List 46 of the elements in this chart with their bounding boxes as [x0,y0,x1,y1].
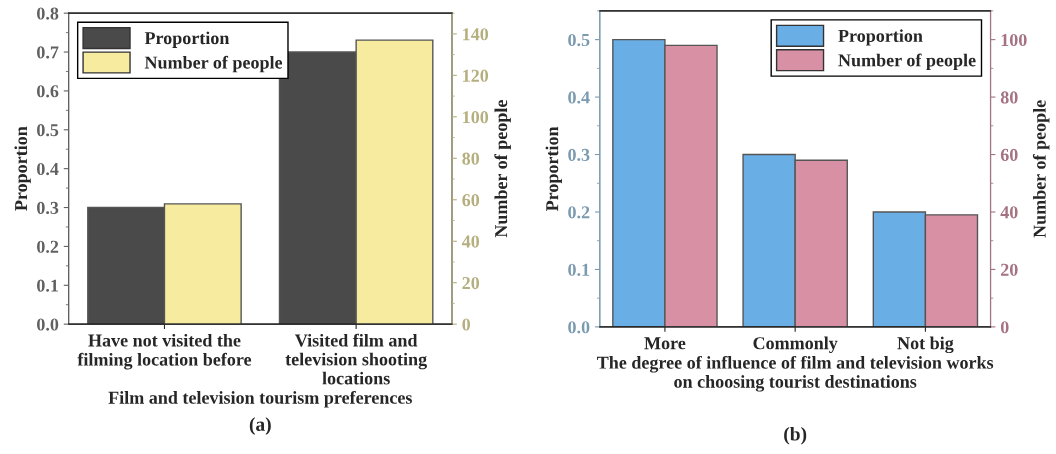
y2-axis-title: Number of people [1032,100,1050,238]
y-tick-label: 0.1 [37,279,58,292]
y2-tick-label: 0 [462,318,471,331]
y2-tick-label: 20 [1001,263,1018,276]
y2-tick-label: 140 [463,28,489,41]
y-axis-title: Proportion [545,126,562,212]
legend-label: Proportion [838,29,923,46]
y-tick-label: 0.3 [568,148,590,162]
y-tick-label: 0.2 [568,206,590,219]
y-tick-label: 0.5 [568,33,590,47]
y2-tick-label: 0 [1000,321,1009,334]
x-axis-title: The degree of influence of film and television works on choosing tourist destinations [597,355,994,392]
text: (b) [784,426,807,445]
y-tick-label: 0.7 [37,46,59,59]
y2-tick-label: 20 [462,276,480,290]
y-tick-label: 0.3 [37,201,59,215]
y2-axis-title: Number of people [494,100,511,238]
y-tick-label: 0.6 [37,85,59,98]
x-tick-label: Commonly [753,336,838,354]
y-tick-label: 0.4 [568,91,590,104]
y-axis-title: Proportion [14,126,31,211]
y2-tick-label: 120 [463,69,489,82]
x-tick-label: Visited film and television shooting locations [285,333,427,385]
legend-label: Number of people [144,55,283,73]
y-tick-label: 0.2 [37,240,59,253]
y-tick-label: 0.1 [568,263,590,276]
y-tick-label: 0.4 [37,162,59,176]
y-tick-label: 0.0 [568,321,590,334]
y2-tick-label: 60 [462,194,480,207]
x-tick-label: Have not visited the filming location before [77,333,252,370]
text: (a) [249,417,271,435]
y2-tick-label: 100 [463,111,489,124]
x-tick-label: More [644,337,686,350]
y-tick-label: 0.8 [37,7,59,20]
legend-label: Proportion [144,31,230,48]
y2-tick-label: 40 [1000,206,1018,219]
y2-tick-label: 60 [1000,148,1018,161]
x-tick-label: Not big [897,336,954,354]
x-axis-title: Film and television tourism preferences [108,390,412,408]
y2-tick-label: 80 [1000,91,1018,104]
y2-tick-label: 100 [1001,33,1027,47]
y2-tick-label: 80 [462,152,480,165]
y-tick-label: 0.0 [37,318,59,331]
legend-label: Number of people [838,53,976,71]
y-tick-label: 0.5 [37,124,59,137]
y2-tick-label: 40 [461,235,480,248]
